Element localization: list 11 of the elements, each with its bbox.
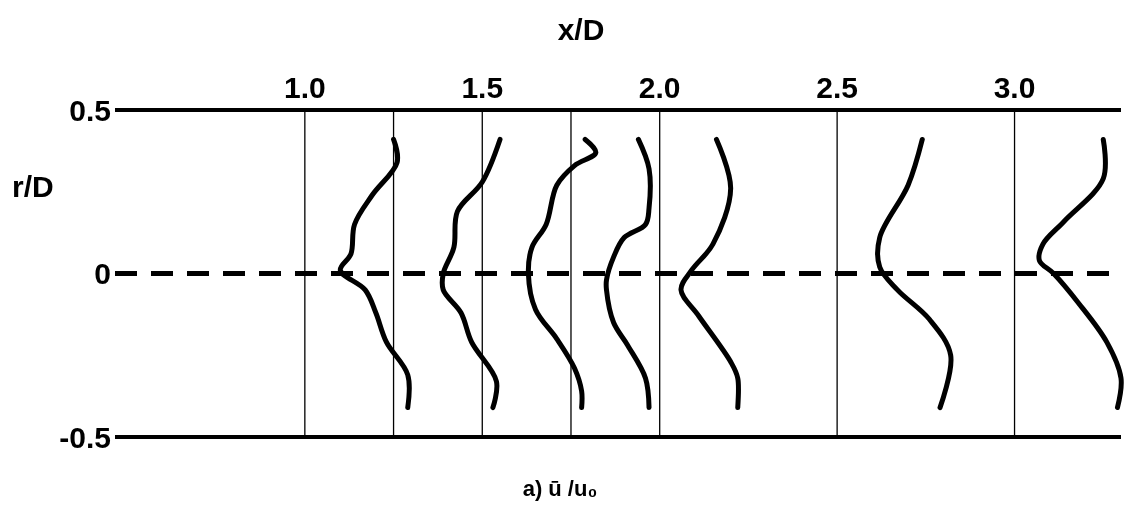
text: a) ū /u₀ [522, 476, 598, 501]
y-tick-label: -0.5 [59, 420, 111, 454]
y-tick-label: 0.5 [69, 93, 111, 127]
y-axis-title: r/D [12, 169, 54, 203]
x-tick-label: 1.5 [461, 71, 504, 104]
x-tick-label: 2.5 [816, 71, 858, 104]
x-tick-label: 2.0 [638, 71, 681, 104]
x-tick-label: 1.0 [283, 71, 326, 104]
x-tick-label: 3.0 [993, 71, 1036, 104]
y-tick-label: 0 [94, 257, 111, 290]
x-axis-title: x/D [557, 13, 605, 46]
